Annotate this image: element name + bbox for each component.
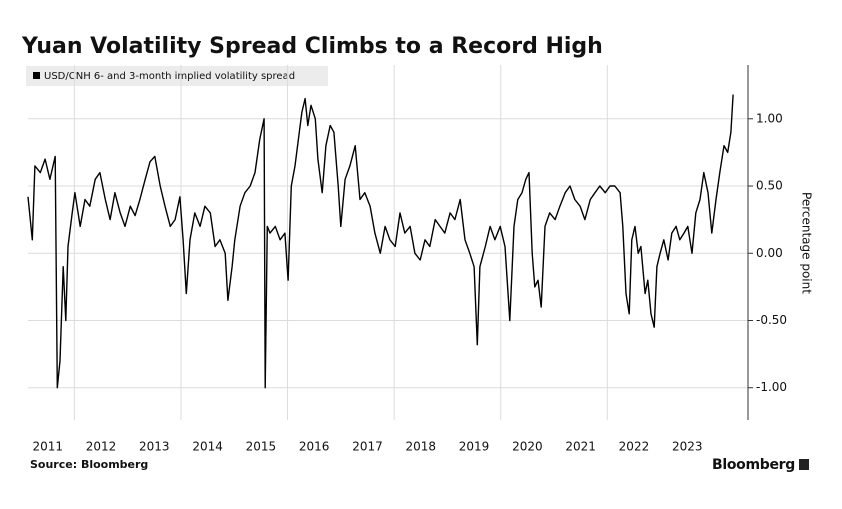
x-tick-label: 2019 — [459, 440, 490, 454]
x-tick-label: 2023 — [672, 440, 703, 454]
data-line — [27, 94, 734, 389]
x-tick-label: 2012 — [86, 440, 117, 454]
x-tick-label: 2013 — [139, 440, 170, 454]
brand: Bloomberg — [712, 457, 795, 473]
y-tick-label: 0.00 — [756, 246, 783, 260]
x-tick-label: 2011 — [32, 440, 63, 454]
legend-box — [26, 66, 328, 86]
y-axis-label: Percentage point — [800, 192, 814, 294]
x-tick-label: 2015 — [246, 440, 277, 454]
x-tick-label: 2017 — [352, 440, 383, 454]
y-tick-label: -1.00 — [756, 380, 787, 394]
legend-swatch — [33, 72, 40, 79]
brand-icon — [799, 459, 809, 470]
source: Source: Bloomberg — [30, 458, 148, 471]
x-tick-label: 2020 — [512, 440, 543, 454]
x-tick-label: 2016 — [299, 440, 330, 454]
y-tick-label: -0.50 — [756, 313, 787, 327]
x-tick-label: 2021 — [565, 440, 596, 454]
x-tick-label: 2014 — [192, 440, 223, 454]
x-tick-label: 2018 — [406, 440, 437, 454]
plot-area — [28, 65, 748, 420]
chart-title: Yuan Volatility Spread Climbs to a Recor… — [21, 34, 603, 59]
legend-label: USD/CNH 6- and 3-month implied volatilit… — [44, 71, 295, 82]
y-tick-label: 0.50 — [756, 179, 783, 193]
y-tick-label: 1.00 — [756, 111, 783, 125]
x-tick-label: 2022 — [619, 440, 650, 454]
